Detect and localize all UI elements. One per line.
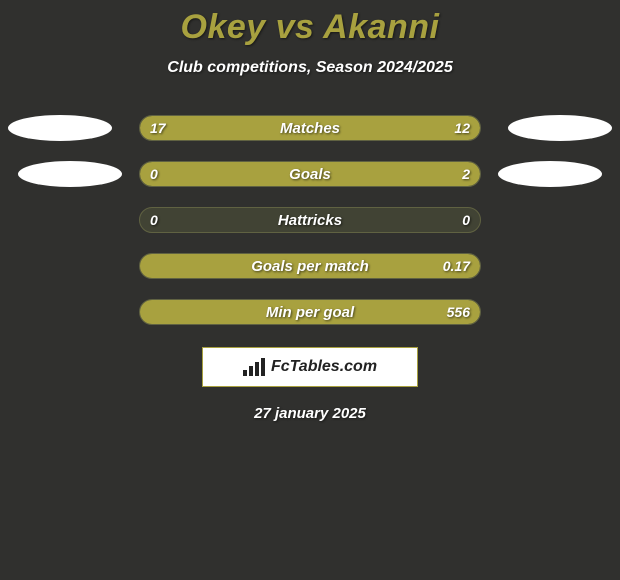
value-right: 0.17 xyxy=(443,254,470,278)
bar-track: 556 Min per goal xyxy=(139,299,481,325)
value-left: 0 xyxy=(150,208,158,232)
date-label: 27 january 2025 xyxy=(254,405,366,422)
stat-row: 0 2 Goals xyxy=(0,161,620,187)
page-title: Okey vs Akanni xyxy=(181,8,440,47)
subtitle: Club competitions, Season 2024/2025 xyxy=(167,59,452,77)
stat-label: Hattricks xyxy=(140,208,480,232)
brand-text: FcTables.com xyxy=(271,358,377,376)
bar-right xyxy=(139,254,480,278)
value-right: 556 xyxy=(447,300,470,324)
stat-row: 0.17 Goals per match xyxy=(0,253,620,279)
stat-row: 17 12 Matches xyxy=(0,115,620,141)
bars-icon xyxy=(243,358,265,376)
stat-row: 0 0 Hattricks xyxy=(0,207,620,233)
value-left: 17 xyxy=(150,116,166,140)
bar-left xyxy=(140,116,340,140)
bar-track: 0.17 Goals per match xyxy=(139,253,481,279)
bar-left xyxy=(140,162,198,186)
value-right: 0 xyxy=(462,208,470,232)
bar-right xyxy=(139,300,480,324)
value-right: 2 xyxy=(462,162,470,186)
bar-track: 0 0 Hattricks xyxy=(139,207,481,233)
bar-track: 0 2 Goals xyxy=(139,161,481,187)
value-right: 12 xyxy=(454,116,470,140)
bar-right xyxy=(196,162,480,186)
comparison-widget: Okey vs Akanni Club competitions, Season… xyxy=(0,0,620,422)
stat-rows: 17 12 Matches 0 2 Goals 0 0 Hattricks xyxy=(0,115,620,325)
stat-row: 556 Min per goal xyxy=(0,299,620,325)
value-left: 0 xyxy=(150,162,158,186)
brand-box[interactable]: FcTables.com xyxy=(202,347,418,387)
bar-track: 17 12 Matches xyxy=(139,115,481,141)
